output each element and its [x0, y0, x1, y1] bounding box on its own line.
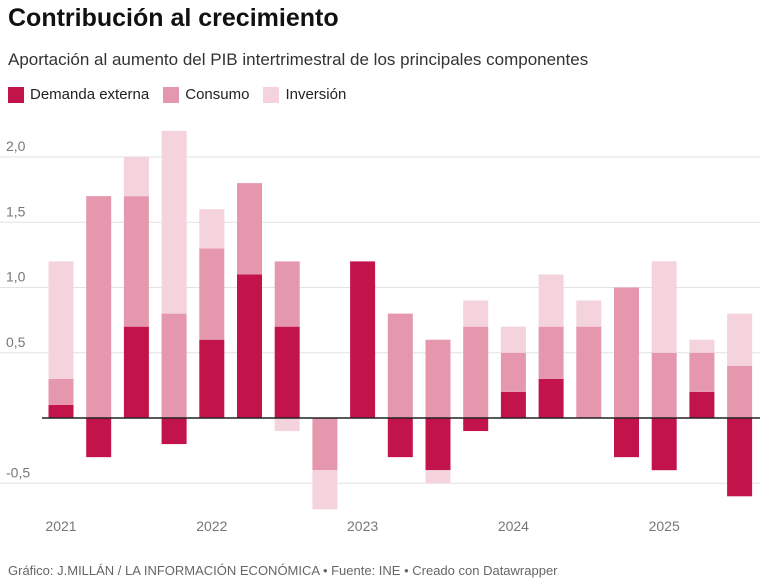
legend-swatch-consumo: [163, 86, 180, 103]
bar-inversion: [727, 313, 753, 366]
bar-inversion: [123, 157, 149, 197]
bar-demanda-externa: [237, 274, 262, 418]
x-tick-label: 2022: [196, 518, 227, 534]
legend-swatch-demanda-externa: [8, 86, 24, 103]
bar-demanda-externa: [199, 339, 225, 418]
bar-demanda-externa: [161, 418, 187, 445]
bar-consumo: [689, 352, 715, 392]
bar-demanda-externa: [387, 418, 413, 458]
bar-demanda-externa: [123, 326, 149, 418]
footer-credits: Gráfico: J.MILLÁN / LA INFORMACIÓN ECONÓ…: [8, 563, 558, 578]
bar-demanda-externa: [86, 418, 112, 458]
bar-demanda-externa: [463, 418, 489, 432]
bar-consumo: [274, 261, 300, 327]
bar-inversion: [538, 274, 564, 327]
y-tick-label: 0,5: [6, 334, 26, 350]
x-tick-label: 2025: [649, 518, 680, 534]
bar-inversion: [425, 470, 451, 484]
bar-consumo: [727, 365, 753, 418]
bar-demanda-externa: [689, 391, 715, 418]
legend-label-consumo: Consumo: [185, 86, 250, 103]
bar-inversion: [199, 209, 225, 249]
bar-demanda-externa: [614, 418, 639, 458]
bar-consumo: [463, 326, 489, 418]
y-tick-label: -0,5: [6, 464, 30, 480]
bar-consumo: [161, 313, 187, 418]
legend-label-inversion: Inversión: [285, 86, 347, 103]
bar-demanda-externa: [425, 418, 451, 471]
bar-inversion: [463, 300, 489, 327]
bar-inversion: [274, 418, 300, 432]
bar-inversion: [651, 261, 677, 353]
bar-inversion: [312, 470, 338, 510]
bar-demanda-externa: [500, 391, 526, 418]
y-tick-label: 1,0: [6, 269, 26, 285]
bar-demanda-externa: [538, 378, 564, 418]
bar-consumo: [651, 352, 677, 418]
legend-item-demanda-externa: Demanda externa: [8, 86, 149, 103]
bar-consumo: [199, 248, 225, 340]
bar-consumo: [48, 378, 74, 405]
bar-consumo: [576, 326, 602, 418]
bars: [48, 130, 753, 510]
x-tick-label: 2024: [498, 518, 529, 534]
bar-consumo: [425, 339, 451, 418]
tick-labels: 2,0 1,5 1,0 0,5 -0,5 2021 2022 2023 2024 2025: [6, 138, 680, 534]
bar-consumo: [387, 313, 413, 418]
bar-inversion: [689, 339, 715, 353]
legend-item-consumo: Consumo: [163, 86, 249, 103]
bar-consumo: [538, 326, 564, 379]
chart-title: Contribución al crecimiento: [8, 4, 339, 32]
bar-consumo: [312, 418, 338, 471]
bar-demanda-externa: [48, 404, 74, 418]
bar-demanda-externa: [350, 261, 376, 418]
bar-consumo: [123, 196, 149, 327]
x-tick-label: 2023: [347, 518, 378, 534]
y-tick-label: 2,0: [6, 138, 26, 154]
bar-consumo: [237, 183, 262, 275]
legend: Demanda externa Consumo Inversión: [8, 86, 360, 103]
bar-consumo: [614, 287, 639, 418]
legend-swatch-inversion: [263, 86, 280, 103]
bar-inversion: [48, 261, 74, 379]
legend-label-demanda-externa: Demanda externa: [30, 86, 150, 103]
legend-item-inversion: Inversión: [263, 86, 346, 103]
bar-inversion: [576, 300, 602, 327]
x-tick-label: 2021: [45, 518, 76, 534]
chart-subtitle: Aportación al aumento del PIB intertrime…: [8, 50, 589, 69]
bar-demanda-externa: [651, 418, 677, 471]
bar-consumo: [500, 352, 526, 392]
bar-inversion: [500, 326, 526, 353]
grid-lines: [0, 156, 760, 484]
bar-inversion: [161, 130, 187, 314]
bar-demanda-externa: [727, 418, 753, 497]
bar-consumo: [86, 196, 112, 418]
bar-demanda-externa: [274, 326, 300, 418]
y-tick-label: 1,5: [6, 203, 26, 219]
